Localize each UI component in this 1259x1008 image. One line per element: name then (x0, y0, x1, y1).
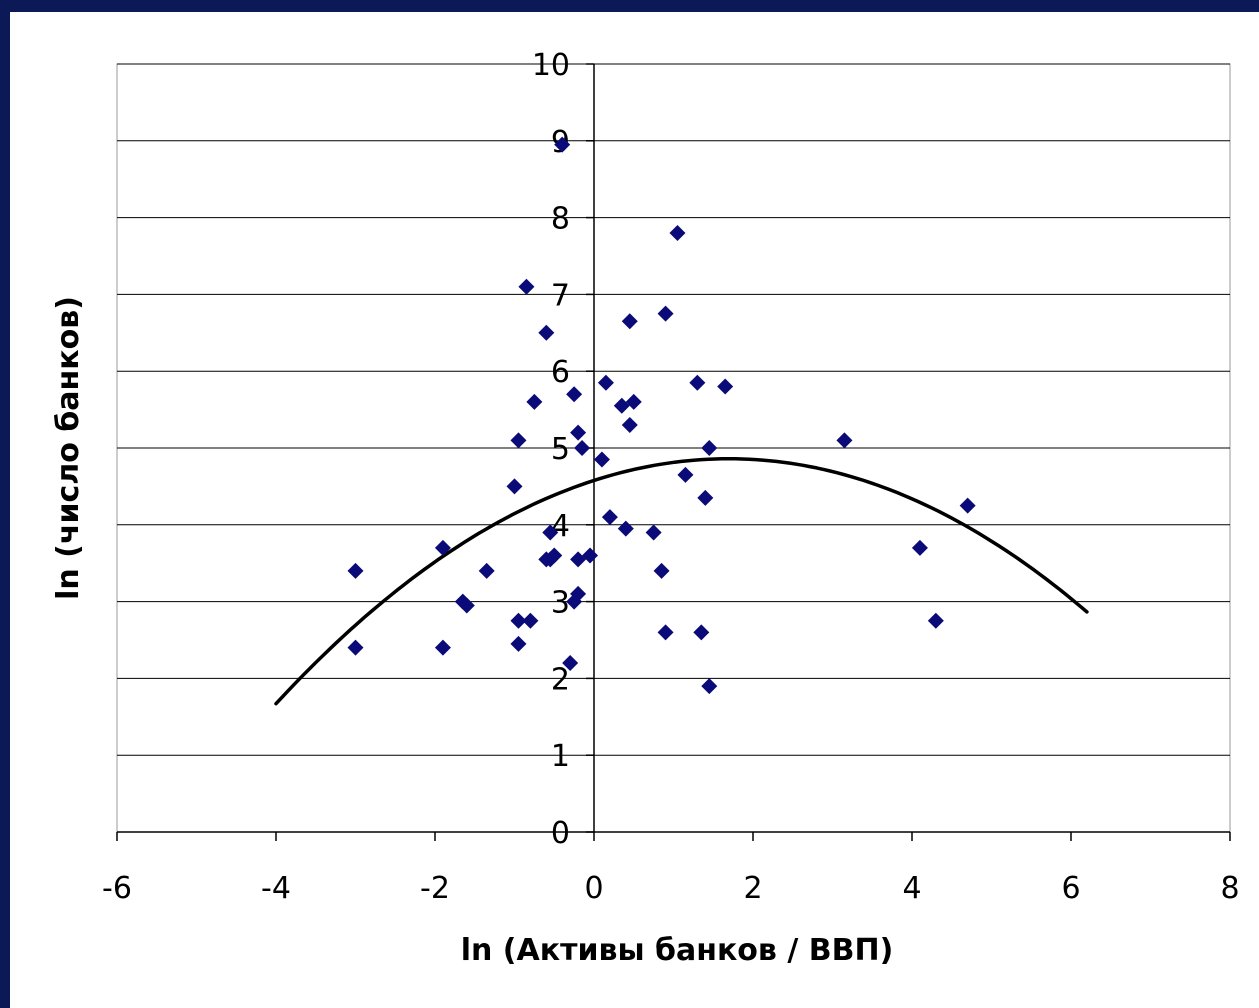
data-point (574, 440, 591, 456)
data-point (506, 478, 523, 495)
data-point (347, 639, 364, 656)
data-point (478, 562, 495, 579)
y-tick-label: 6 (551, 355, 570, 390)
data-point (701, 678, 718, 695)
data-point (542, 524, 559, 541)
y-tick-label: 4 (551, 509, 570, 544)
data-point (510, 612, 527, 629)
data-point (677, 466, 694, 483)
x-tick-label: 6 (1061, 871, 1080, 906)
data-point (570, 424, 587, 441)
data-point (959, 497, 976, 514)
data-point (653, 562, 670, 579)
data-point (554, 136, 571, 153)
y-axis-title: ln (число банков) (51, 296, 86, 600)
y-tick-label: 5 (551, 432, 570, 467)
data-point (434, 539, 451, 556)
data-point (621, 313, 638, 330)
data-point (522, 612, 539, 629)
x-tick-label: 0 (584, 871, 603, 906)
y-tick-label: 8 (551, 202, 570, 237)
data-point (570, 585, 587, 602)
y-tick-label: 10 (532, 48, 570, 83)
data-point (597, 374, 614, 391)
data-point (546, 547, 563, 564)
data-point (717, 378, 734, 395)
y-tick-label: 2 (551, 662, 570, 697)
x-tick-label: -6 (102, 871, 132, 906)
y-tick-label: 1 (551, 739, 570, 774)
data-point (645, 524, 662, 541)
x-tick-label: -2 (420, 871, 450, 906)
data-point (625, 393, 642, 410)
data-point (347, 562, 364, 579)
data-point (510, 635, 527, 652)
data-point (510, 432, 527, 449)
data-point (701, 440, 718, 456)
data-point (434, 639, 451, 656)
data-point (669, 224, 686, 241)
data-points (347, 136, 976, 695)
x-tick-labels: -6 -4 -2 0 2 4 6 8 (102, 871, 1240, 906)
data-point (593, 451, 610, 468)
x-tick-label: 8 (1220, 871, 1239, 906)
data-point (911, 539, 928, 556)
data-point (566, 386, 583, 403)
x-tick-label: -4 (261, 871, 291, 906)
trend-line (274, 456, 1089, 706)
axes (116, 63, 1231, 841)
data-point (621, 416, 638, 433)
data-point (570, 551, 587, 568)
slide-background (10, 12, 1259, 1008)
x-tick-label: 4 (902, 871, 921, 906)
data-point (613, 397, 630, 414)
data-point (601, 509, 618, 526)
data-point (617, 520, 634, 537)
y-tick-labels: 012345678910 (532, 48, 570, 851)
trend-line-group (274, 456, 1089, 706)
y-tick-label: 3 (551, 586, 570, 621)
data-point (657, 624, 674, 641)
x-axis-title: ln (Активы банков / ВВП) (461, 933, 894, 968)
data-point (526, 393, 543, 410)
data-point (657, 305, 674, 322)
data-point (697, 489, 714, 506)
data-point (693, 624, 710, 641)
data-point (689, 374, 706, 391)
y-tick-label: 7 (551, 278, 570, 313)
data-point (582, 547, 599, 564)
data-point (927, 612, 944, 629)
data-point (538, 324, 555, 341)
x-tick-label: 2 (743, 871, 762, 906)
data-point (518, 278, 535, 295)
data-point (458, 597, 475, 614)
y-tick-label: 0 (551, 816, 570, 851)
data-point (562, 655, 579, 672)
data-point (836, 432, 853, 449)
